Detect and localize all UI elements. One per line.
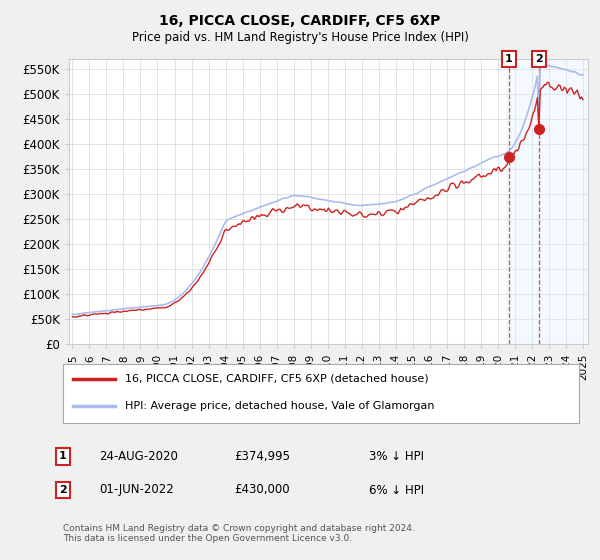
Text: HPI: Average price, detached house, Vale of Glamorgan: HPI: Average price, detached house, Vale… <box>125 402 434 412</box>
Text: 6% ↓ HPI: 6% ↓ HPI <box>369 483 424 497</box>
Text: 24-AUG-2020: 24-AUG-2020 <box>99 450 178 463</box>
Text: £430,000: £430,000 <box>234 483 290 497</box>
Text: £374,995: £374,995 <box>234 450 290 463</box>
Text: 1: 1 <box>59 451 67 461</box>
Text: 3% ↓ HPI: 3% ↓ HPI <box>369 450 424 463</box>
Text: Price paid vs. HM Land Registry's House Price Index (HPI): Price paid vs. HM Land Registry's House … <box>131 31 469 44</box>
Text: 16, PICCA CLOSE, CARDIFF, CF5 6XP: 16, PICCA CLOSE, CARDIFF, CF5 6XP <box>160 14 440 28</box>
Text: 01-JUN-2022: 01-JUN-2022 <box>99 483 174 497</box>
Text: 2: 2 <box>535 54 543 64</box>
Text: 16, PICCA CLOSE, CARDIFF, CF5 6XP (detached house): 16, PICCA CLOSE, CARDIFF, CF5 6XP (detac… <box>125 374 428 384</box>
Text: Contains HM Land Registry data © Crown copyright and database right 2024.
This d: Contains HM Land Registry data © Crown c… <box>63 524 415 543</box>
Text: 2: 2 <box>59 485 67 495</box>
Bar <box>506 59 588 344</box>
Text: 1: 1 <box>505 54 513 64</box>
